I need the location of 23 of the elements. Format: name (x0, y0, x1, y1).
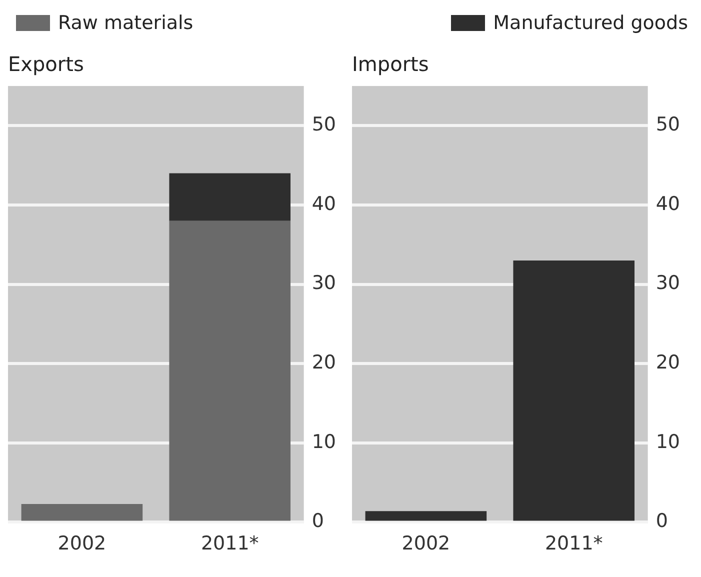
x-tick-label: 2002 (58, 532, 106, 555)
chart-title: Exports (8, 52, 84, 76)
bar (169, 173, 291, 221)
y-tick-label: 30 (656, 272, 680, 294)
y-tick-label: 50 (312, 114, 336, 136)
chart-title: Imports (352, 52, 429, 76)
y-tick-label: 10 (656, 430, 680, 453)
legend-label: Raw materials (58, 12, 194, 34)
x-tick-label: 2011* (200, 532, 259, 555)
bar (169, 220, 291, 521)
y-tick-label: 0 (312, 510, 324, 532)
y-tick-label: 20 (656, 352, 680, 374)
y-tick-label: 50 (656, 114, 680, 136)
y-tick-label: 40 (656, 192, 680, 215)
y-tick-label: 30 (312, 272, 336, 294)
bar (21, 504, 143, 521)
legend-label: Manufactured goods (493, 12, 688, 34)
y-tick-label: 20 (312, 352, 336, 374)
x-tick-label: 2011* (544, 532, 603, 555)
x-tick-label: 2002 (402, 532, 450, 555)
y-tick-label: 0 (656, 510, 668, 532)
y-tick-label: 10 (312, 430, 336, 453)
y-tick-label: 40 (312, 192, 336, 215)
